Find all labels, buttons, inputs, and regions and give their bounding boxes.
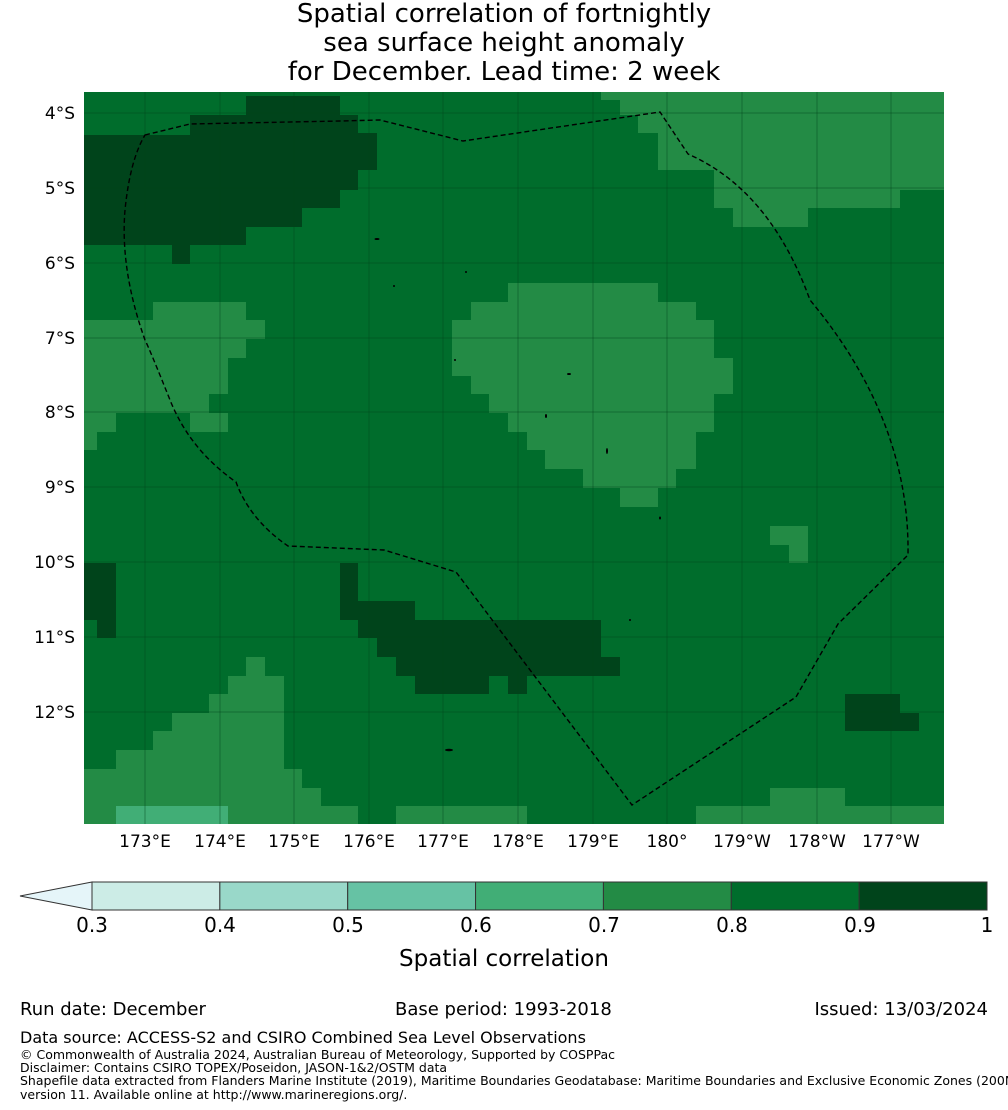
issued-date: Issued: 13/03/2024 xyxy=(814,999,988,1020)
data-source: Data source: ACCESS-S2 and CSIRO Combine… xyxy=(20,1028,586,1047)
colorbar-tick-0.7: 0.7 xyxy=(588,913,620,937)
lat-label-5s: 5°S xyxy=(45,179,75,199)
lon-label-173e: 173°E xyxy=(119,832,171,852)
island xyxy=(465,271,467,273)
colorbar-label: Spatial correlation xyxy=(399,946,609,972)
colorbar: 0.3 0.4 0.5 0.6 0.7 0.8 0.9 1 Spatial co… xyxy=(19,881,994,972)
title-line-3: for December. Lead time: 2 week xyxy=(287,57,721,87)
shapefile-credit: Shapefile data extracted from Flanders M… xyxy=(20,1073,1008,1088)
colorbar-segment-0.5-0.6 xyxy=(347,881,477,911)
region-central-moderate xyxy=(452,283,733,507)
colorbar-segment-0.6-0.7 xyxy=(475,881,604,911)
region-north-west-high xyxy=(84,96,377,264)
colorbar-segment-0.9-1 xyxy=(858,881,988,911)
island xyxy=(659,516,661,520)
lon-label-176e: 176°E xyxy=(343,832,395,852)
lon-axis-labels: 173°E 174°E 175°E 176°E 177°E 178°E 179°… xyxy=(119,832,920,852)
colorbar-segment-0.3-0.4 xyxy=(91,881,221,911)
lon-label-179w: 179°W xyxy=(713,832,771,852)
map-panel xyxy=(84,92,944,824)
lat-label-12s: 12°S xyxy=(34,703,75,723)
lon-label-180: 180° xyxy=(647,832,688,852)
lat-label-10s: 10°S xyxy=(34,553,75,573)
lat-label-8s: 8°S xyxy=(45,403,75,423)
lon-label-175e: 175°E xyxy=(268,832,320,852)
region-north-east-moderate xyxy=(601,92,944,227)
lat-label-9s: 9°S xyxy=(45,478,75,498)
colorbar-segment-0.7-0.8 xyxy=(602,881,732,911)
gridlines xyxy=(84,92,944,824)
islands xyxy=(374,238,661,752)
lat-label-4s: 4°S xyxy=(45,104,75,124)
lon-label-174e: 174°E xyxy=(194,832,246,852)
colorbar-segment-0.4-0.5 xyxy=(219,881,349,911)
lon-label-177w: 177°W xyxy=(862,832,920,852)
colorbar-frame xyxy=(91,881,988,911)
colorbar-segment-0.8-0.9 xyxy=(730,881,860,911)
disclaimer: Disclaimer: Contains CSIRO TOPEX/Poseido… xyxy=(20,1060,448,1075)
region-south-central-high xyxy=(340,563,620,694)
island xyxy=(567,373,571,375)
lon-label-178w: 178°W xyxy=(788,832,846,852)
lat-label-11s: 11°S xyxy=(34,628,75,648)
island xyxy=(445,748,453,752)
colorbar-tick-0.6: 0.6 xyxy=(460,913,492,937)
shapefile-version: version 11. Available online at http://w… xyxy=(20,1087,408,1102)
island xyxy=(393,285,395,287)
lon-label-179e: 179°E xyxy=(567,832,619,852)
eez-boundary xyxy=(123,111,909,806)
title-line-2: sea surface height anomaly xyxy=(323,28,685,58)
lon-label-177e: 177°E xyxy=(417,832,469,852)
colorbar-tick-1: 1 xyxy=(981,913,994,937)
colorbar-tick-0.5: 0.5 xyxy=(332,913,364,937)
region-east-small-moderate xyxy=(770,526,808,563)
region-south-west-low xyxy=(116,806,228,824)
island xyxy=(606,448,608,454)
colorbar-extend-arrow xyxy=(19,881,93,911)
colorbar-tick-0.9: 0.9 xyxy=(844,913,876,937)
title-line-1: Spatial correlation of fortnightly xyxy=(296,0,712,29)
base-period: Base period: 1993-2018 xyxy=(395,999,612,1020)
lat-axis-labels: 4°S 5°S 6°S 7°S 8°S 9°S 10°S 11°S 12°S xyxy=(34,104,75,723)
lat-label-7s: 7°S xyxy=(45,329,75,349)
colorbar-tick-0.4: 0.4 xyxy=(204,913,236,937)
lat-label-6s: 6°S xyxy=(45,254,75,274)
chart-title: Spatial correlation of fortnightly sea s… xyxy=(0,0,1008,87)
island xyxy=(545,414,547,418)
region-south-east-high xyxy=(845,694,919,731)
region-west-moderate xyxy=(84,302,265,450)
colorbar-tick-0.3: 0.3 xyxy=(76,913,108,937)
region-south-east-moderate xyxy=(696,788,944,824)
lon-label-178e: 178°E xyxy=(492,832,544,852)
region-south-west-moderate xyxy=(84,657,358,824)
colorbar-tick-0.8: 0.8 xyxy=(716,913,748,937)
region-west-edge-high xyxy=(84,563,116,638)
island xyxy=(374,238,380,240)
run-date: Run date: December xyxy=(20,999,206,1020)
region-south-center-moderate xyxy=(396,806,527,824)
copyright: © Commonwealth of Australia 2024, Austra… xyxy=(20,1047,615,1062)
island xyxy=(454,359,456,361)
island xyxy=(629,619,631,621)
